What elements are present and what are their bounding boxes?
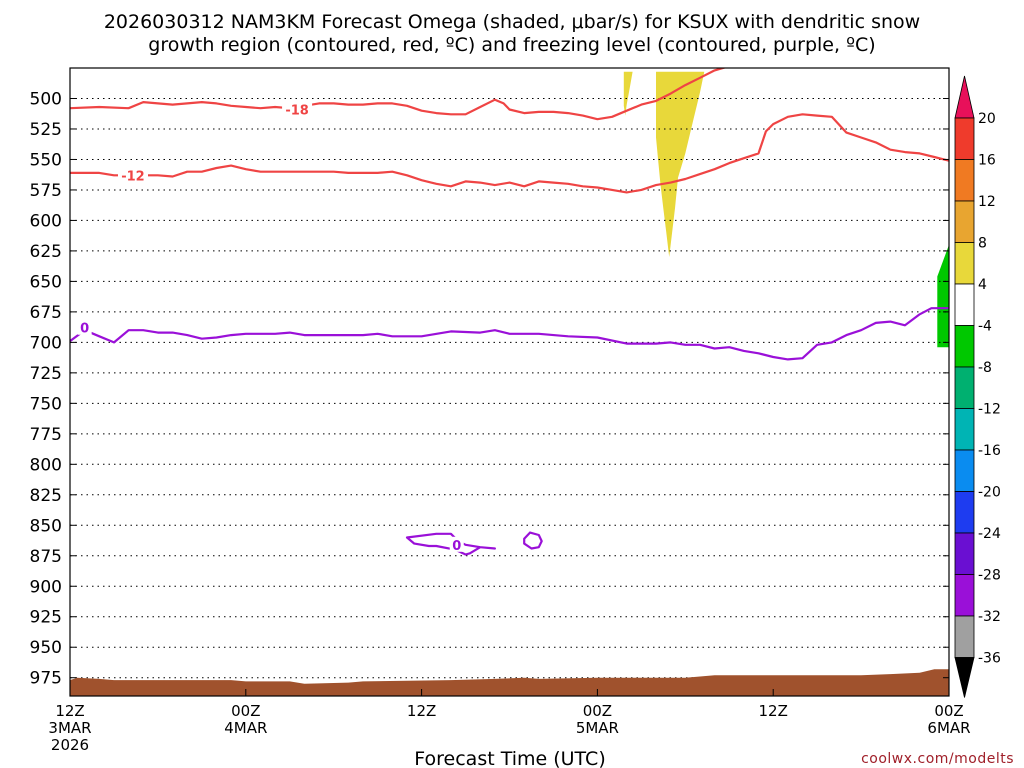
colorbar-label-2: 16 [978, 153, 996, 169]
contour-line-2 [70, 113, 949, 194]
y-tick-label-625: 625 [30, 242, 62, 262]
y-tick-label-800: 800 [30, 455, 62, 475]
colorbar-label-6: -4 [978, 319, 992, 335]
contour-label-bg-1 [282, 101, 313, 117]
y-tick-label-525: 525 [30, 120, 62, 140]
x-tick-label-5-1: 6MAR [927, 719, 970, 737]
omega-shaded-region-2 [656, 71, 705, 257]
colorbar-label-4: 8 [978, 236, 987, 252]
colorbar-label-10: -20 [978, 485, 1001, 501]
x-tick-label-1-1: 4MAR [224, 719, 267, 737]
chart-title-line-1: 2026030312 NAM3KM Forecast Omega (shaded… [104, 11, 920, 33]
colorbar-label-11: -24 [978, 526, 1001, 542]
x-tick-label-2-0: 12Z [407, 702, 436, 720]
contour-label-3: 0 [80, 322, 89, 337]
y-tick-label-950: 950 [30, 638, 62, 658]
y-tick-label-675: 675 [30, 303, 62, 323]
contour-line-5 [523, 531, 543, 550]
x-tick-label-3-0: 00Z [583, 702, 612, 720]
contour-label-2: -12 [121, 169, 145, 184]
y-tick-label-875: 875 [30, 547, 62, 567]
y-tick-label-825: 825 [30, 486, 62, 506]
colorbar-box-3 [954, 200, 975, 243]
x-tick-label-4-0: 12Z [759, 702, 788, 720]
contour-line-3 [70, 307, 949, 361]
colorbar-box-10 [954, 491, 975, 534]
y-tick-label-775: 775 [30, 425, 62, 445]
contour-line-1 [70, 68, 727, 121]
colorbar-bottom-triangle [954, 657, 975, 698]
colorbar-label-14: -36 [978, 651, 1001, 667]
colorbar-box-4 [954, 242, 975, 285]
y-tick-label-550: 550 [30, 150, 62, 170]
x-tick-label-0-1: 3MAR [48, 719, 91, 737]
colorbar-box-8 [954, 408, 975, 451]
y-tick-label-750: 750 [30, 394, 62, 414]
colorbar-top-triangle [954, 75, 975, 119]
y-tick-label-575: 575 [30, 181, 62, 201]
x-tick-label-3-1: 5MAR [576, 719, 619, 737]
colorbar-label-13: -32 [978, 609, 1001, 625]
colorbar-box-13 [954, 615, 975, 658]
colorbar-label-8: -12 [978, 402, 1001, 418]
y-axis-ticks: 500 525 550 575 600 625 650 675 700 725 750 775 800 8… [30, 89, 949, 689]
colorbar-label-5: 4 [978, 277, 987, 293]
x-tick-label-0-2: 2026 [51, 736, 89, 754]
plot-frame [69, 67, 950, 697]
x-tick-label-1-0: 00Z [231, 702, 260, 720]
x-axis-title: Forecast Time (UTC) [414, 748, 605, 768]
terrain [70, 669, 949, 696]
y-tick-label-925: 925 [30, 608, 62, 628]
colorbar-box-9 [954, 449, 975, 492]
y-tick-label-900: 900 [30, 577, 62, 597]
contour-labels: -18 -12 0 0 [77, 101, 464, 554]
colorbar-box-2 [954, 159, 975, 202]
contour-label-1: -18 [285, 103, 309, 118]
y-tick-label-850: 850 [30, 516, 62, 536]
plot-area [70, 68, 949, 696]
contour-label-bg-2 [117, 167, 148, 183]
colorbar-box-6 [954, 325, 975, 368]
colorbar-box-11 [954, 532, 975, 575]
watermark: coolwx.com/modelts [861, 751, 1014, 767]
contour-label-bg-3 [77, 319, 92, 335]
omega-colorbar: 20 16 12 8 4 -4 -8 -12 -16 -20 -24 -28 -32 -36 [954, 75, 1001, 698]
chart-title-line-2: growth region (contoured, red, ºC) and f… [148, 34, 875, 56]
contour-label-4: 0 [452, 539, 461, 554]
omega-shaded-region-3 [937, 244, 949, 348]
colorbar-box-7 [954, 366, 975, 409]
y-tick-label-650: 650 [30, 272, 62, 292]
colorbar-box-5 [954, 283, 975, 326]
x-tick-label-0-0: 12Z [55, 702, 84, 720]
omega-shading [623, 71, 949, 348]
colorbar-label-1: 20 [978, 111, 996, 127]
contour-label-bg-4 [449, 536, 464, 552]
temperature-contours [70, 68, 949, 556]
x-tick-label-5-0: 00Z [934, 702, 963, 720]
colorbar-label-3: 12 [978, 194, 996, 210]
y-tick-label-725: 725 [30, 364, 62, 384]
colorbar-label-12: -28 [978, 568, 1001, 584]
pressure-gridlines [70, 97, 949, 679]
y-tick-label-600: 600 [30, 211, 62, 231]
omega-shaded-region-1 [623, 71, 633, 116]
contour-line-4 [405, 532, 496, 556]
y-tick-label-500: 500 [30, 89, 62, 109]
colorbar-box-1 [954, 117, 975, 160]
terrain-fill [70, 669, 949, 696]
colorbar-label-7: -8 [978, 360, 992, 376]
y-tick-label-975: 975 [30, 669, 62, 689]
colorbar-label-9: -16 [978, 443, 1001, 459]
colorbar-box-12 [954, 574, 975, 617]
y-tick-label-700: 700 [30, 333, 62, 353]
